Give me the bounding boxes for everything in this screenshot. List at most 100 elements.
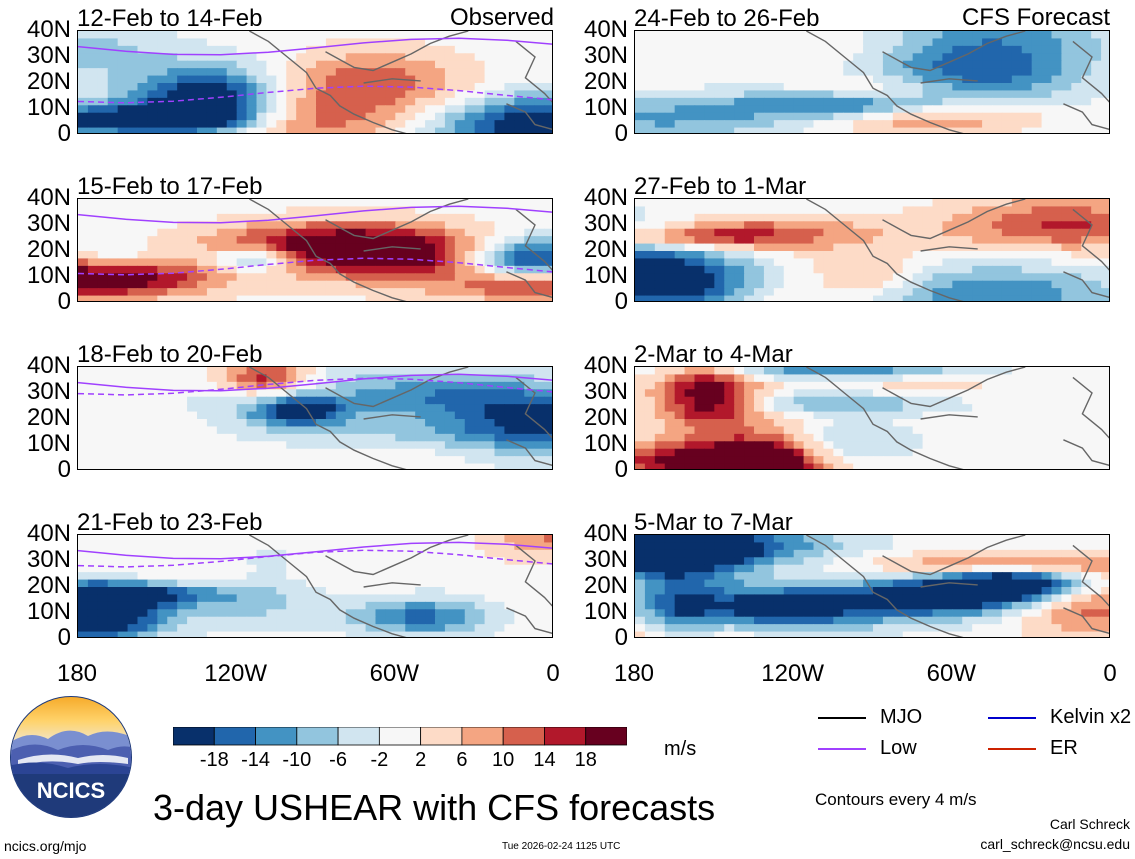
heatmap-cell [147, 463, 158, 469]
heatmap-cell [316, 31, 327, 40]
heatmap-cell [97, 31, 109, 40]
heatmap-cell [335, 404, 347, 413]
heatmap-cell [882, 389, 894, 398]
heatmap-cell [375, 557, 387, 566]
heatmap-cell [415, 374, 426, 383]
heatmap-cell [335, 213, 347, 222]
heatmap-cell [325, 38, 337, 47]
heatmap-cell [863, 38, 874, 47]
heatmap-cell [892, 236, 904, 245]
heatmap-cell [226, 83, 238, 92]
heatmap-cell [385, 90, 396, 99]
heatmap-cell [246, 105, 258, 114]
heatmap-cell [226, 441, 238, 450]
heatmap-cell [863, 236, 874, 245]
heatmap-cell [97, 127, 109, 133]
heatmap-cell [704, 381, 715, 390]
heatmap-cell [544, 273, 552, 282]
heatmap-cell [147, 213, 158, 222]
heatmap-cell [494, 448, 506, 457]
heatmap-cell [1011, 295, 1023, 301]
heatmap-cell [942, 419, 953, 428]
heatmap-cell [266, 221, 277, 230]
heatmap-cell [1011, 426, 1023, 435]
heatmap-cell [1061, 105, 1072, 114]
heatmap-cell [137, 542, 149, 551]
heatmap-cell [704, 549, 715, 558]
heatmap-cell [484, 45, 496, 54]
heatmap-cell [694, 404, 706, 413]
heatmap-cell [952, 374, 963, 383]
heatmap-cell [813, 53, 825, 62]
heatmap-cell [793, 199, 805, 208]
heatmap-cell [197, 535, 208, 544]
heatmap-cell [454, 389, 466, 398]
heatmap-cell [773, 463, 785, 469]
heatmap-cell [415, 572, 426, 581]
heatmap-cell [1001, 83, 1013, 92]
heatmap-cell [494, 258, 506, 267]
heatmap-cell [714, 448, 725, 457]
heatmap-cell [853, 199, 864, 208]
heatmap-cell [704, 199, 715, 208]
heatmap-cell [107, 419, 119, 428]
heatmap-cell [763, 396, 775, 405]
heatmap-cell [296, 557, 307, 566]
heatmap-cell [256, 463, 268, 469]
heatmap-cell [982, 542, 993, 551]
heatmap-cell [306, 616, 317, 625]
heatmap-cell [226, 557, 238, 566]
heatmap-cell [773, 542, 785, 551]
heatmap-cell [514, 624, 525, 633]
heatmap-cell [375, 53, 387, 62]
heatmap-cell [236, 265, 248, 274]
heatmap-cell [992, 221, 1003, 230]
heatmap-cell [325, 288, 337, 297]
heatmap-cell [405, 105, 416, 114]
heatmap-cell [942, 112, 953, 121]
heatmap-cell [97, 295, 109, 301]
heatmap-cell [375, 389, 387, 398]
heatmap-cell [335, 441, 347, 450]
heatmap-cell [97, 616, 109, 625]
heatmap-cell [197, 38, 208, 47]
heatmap-cell [724, 120, 735, 129]
heatmap-cell [684, 206, 696, 215]
heatmap-cell [177, 579, 188, 588]
heatmap-cell [912, 120, 924, 129]
heatmap-cell [783, 206, 795, 215]
heatmap-cell [355, 609, 367, 618]
heatmap-cell [793, 381, 805, 390]
heatmap-cell [654, 221, 666, 230]
heatmap-cell [982, 68, 993, 77]
heatmap-cell [246, 396, 258, 405]
heatmap-cell [1071, 549, 1082, 558]
heatmap-cell [1051, 221, 1063, 230]
heatmap-cell [236, 112, 248, 121]
heatmap-cell [187, 624, 198, 633]
heatmap-cell [395, 441, 406, 450]
heatmap-cell [316, 419, 327, 428]
heatmap-cell [425, 542, 436, 551]
heatmap-cell [147, 45, 158, 54]
heatmap-cell [644, 557, 656, 566]
heatmap-cell [117, 535, 129, 544]
heatmap-cell [216, 228, 228, 237]
heatmap-cell [276, 288, 287, 297]
heatmap-cell [415, 411, 426, 420]
heatmap-cell [325, 624, 337, 633]
heatmap-cell [694, 221, 706, 230]
heatmap-cell [147, 258, 158, 267]
heatmap-cell [216, 31, 228, 40]
heatmap-cell [942, 426, 953, 435]
heatmap-cell [524, 45, 535, 54]
heatmap-cell [345, 616, 357, 625]
heatmap-cell [276, 236, 287, 245]
heatmap-cell [147, 441, 158, 450]
heatmap-cell [882, 295, 894, 301]
heatmap-cell [107, 426, 119, 435]
heatmap-cell [435, 535, 446, 544]
low-contour [78, 541, 552, 560]
heatmap-cell [1081, 396, 1092, 405]
heatmap-cell [216, 295, 228, 301]
